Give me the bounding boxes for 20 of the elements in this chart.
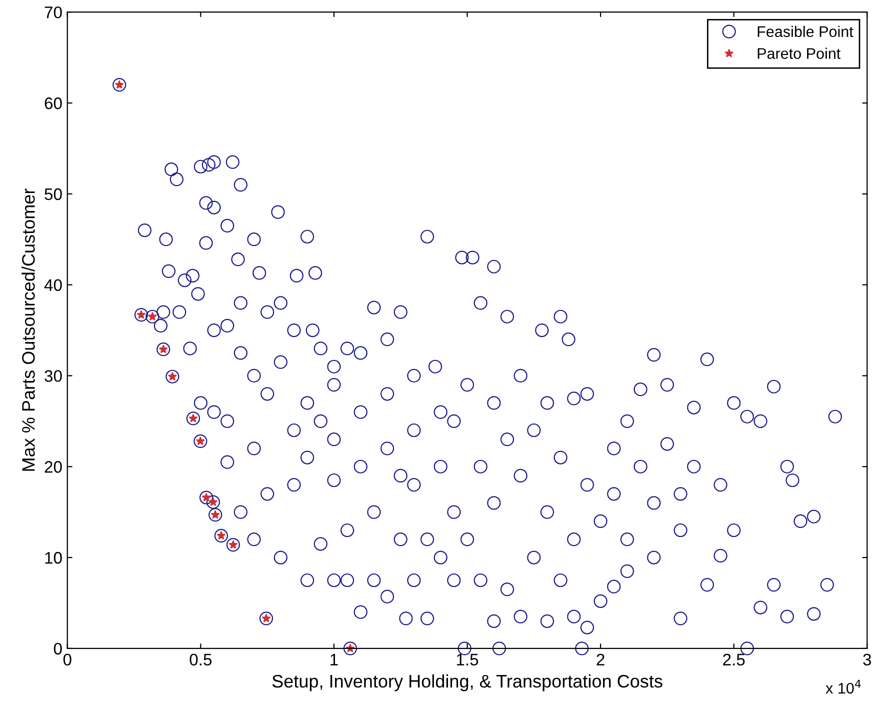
y-tick-label: 40 (44, 279, 62, 292)
x-tick-label: 1.5 (456, 654, 478, 666)
y-tick-label: 10 (45, 552, 62, 564)
x-tick-label: 3 (863, 654, 872, 666)
legend-label: Feasible Point (758, 26, 854, 38)
x-axis-title: Setup, Inventory Holding, & Transportation Costs (272, 674, 662, 692)
y-tick-label: 50 (44, 188, 62, 200)
y-tick-label: 70 (44, 6, 62, 18)
text: x 10$^{4}$ (826, 680, 861, 694)
y-tick-label: 60 (44, 97, 62, 110)
x-tick-label: 2.5 (723, 654, 745, 666)
x-tick-label: 1 (330, 654, 338, 666)
y-tick-label: 20 (44, 461, 62, 473)
x-tick-label: 0.5 (190, 654, 212, 666)
legend-label: Pareto Point (758, 48, 841, 59)
x-tick-label: 2 (596, 654, 604, 666)
y-tick-label: 30 (44, 370, 62, 382)
y-tick-label: 0 (54, 642, 62, 655)
y-axis-title: Max % Parts Outsourced/Customer (22, 188, 35, 471)
x-tick-label: 0 (63, 654, 72, 666)
